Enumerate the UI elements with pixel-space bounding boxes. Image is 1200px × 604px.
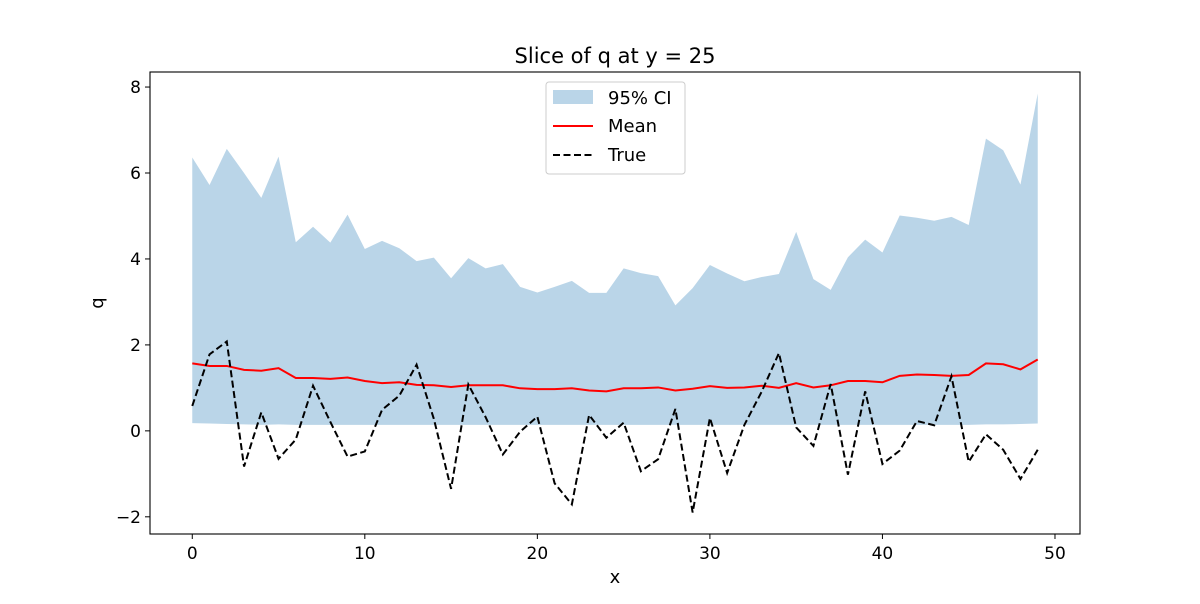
x-tick-label: 50 (1044, 544, 1066, 564)
true-series-line (191, 339, 1039, 513)
y-tick-label: −2 (116, 508, 141, 528)
y-axis-label: q (87, 297, 108, 308)
y-tick-label: 6 (130, 164, 141, 184)
chart-title: Slice of q at y = 25 (515, 44, 716, 68)
x-tick-label: 10 (354, 544, 376, 564)
legend: 95% CI Mean True (545, 81, 686, 175)
legend-ci-label: 95% CI (608, 88, 672, 109)
axes-frame (149, 71, 1081, 535)
mean-series-line (192, 358, 1039, 393)
x-tick-label: 0 (187, 544, 198, 564)
legend-true-label: True (607, 145, 646, 166)
x-tick-label: 20 (527, 544, 549, 564)
y-tick-label: 2 (130, 336, 141, 356)
x-tick-label: 40 (872, 544, 894, 564)
legend-mean-label: Mean (608, 116, 657, 137)
y-tick-label: 4 (130, 250, 141, 270)
legend-box (545, 81, 686, 175)
x-axis-label: x (610, 567, 621, 588)
y-tick-label: 0 (130, 422, 141, 442)
x-axis-ticks: 0 10 20 30 40 50 (187, 534, 1066, 564)
y-tick-label: 8 (130, 78, 141, 98)
x-tick-label: 30 (699, 544, 721, 564)
plot-area (191, 93, 1039, 513)
legend-ci-swatch (553, 90, 593, 104)
ci-band-area (192, 93, 1038, 425)
y-axis-ticks: −2 0 2 4 6 8 (116, 78, 150, 528)
